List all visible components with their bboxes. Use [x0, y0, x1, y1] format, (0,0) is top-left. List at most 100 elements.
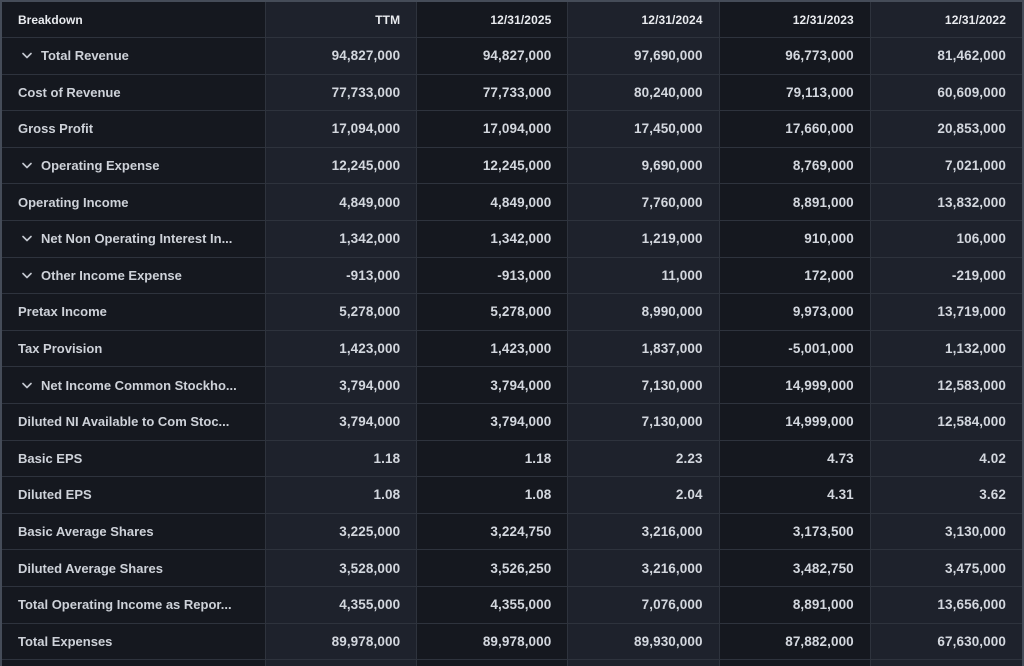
value-cell: 1,423,000	[417, 330, 569, 368]
row-label: Pretax Income	[18, 304, 107, 320]
table-row: Diluted EPS 1.08 1.08 2.04 4.31 3.62	[2, 477, 1022, 514]
value-cell: 3,475,000	[870, 550, 1022, 587]
table-row: Total Operating Income as Repor... 4,355,…	[2, 586, 1022, 624]
value-cell: -219,000	[870, 257, 1022, 295]
chevron-down-icon[interactable]	[22, 272, 32, 279]
value-cell: 12,583,000	[870, 367, 1022, 404]
row-label: Diluted EPS	[18, 487, 92, 503]
chevron-down-icon[interactable]	[22, 162, 32, 169]
value-cell: 17,450,000	[568, 111, 720, 148]
value-cell: 17,660,000	[719, 111, 871, 148]
value-cell: 1.18	[417, 440, 569, 478]
chevron-down-icon[interactable]	[22, 52, 32, 59]
chevron-down-icon[interactable]	[22, 235, 32, 242]
value-cell: 1,342,000	[417, 220, 569, 258]
value-cell: 1,342,000	[266, 220, 418, 258]
value-cell: 17,094,000	[417, 111, 569, 148]
value-cell: 89,930,000	[568, 623, 720, 661]
value-cell: -913,000	[266, 257, 418, 295]
value-cell: 8,990,000	[568, 294, 720, 331]
value-cell: 89,978,000	[266, 623, 418, 661]
value-cell: 3,794,000	[266, 403, 418, 441]
row-label-cell[interactable]: Net Non Operating Interest In...	[2, 220, 266, 258]
row-label: Gross Profit	[18, 121, 94, 137]
row-label: Tax Provision	[18, 341, 103, 357]
chevron-down-icon[interactable]	[22, 382, 32, 389]
table-row: Operating Expense 12,245,000 12,245,000 9,6…	[2, 147, 1022, 185]
table-header-row: Breakdown TTM 12/31/2025 12/31/2024 12/3…	[2, 2, 1022, 38]
value-cell: 3.62	[870, 477, 1022, 514]
value-cell: 3,526,250	[417, 550, 569, 587]
value-cell: 3,794,000	[417, 367, 569, 404]
value-cell: 8,891,000	[719, 184, 871, 221]
table-body: Total Revenue 94,827,000 94,827,000 97,690,…	[2, 38, 1022, 666]
table-row: Basic Average Shares 3,225,000 3,224,750 3,…	[2, 513, 1022, 551]
column-header-ttm: TTM	[266, 2, 418, 38]
value-cell: 7,130,000	[568, 403, 720, 441]
value-cell: 67,630,000	[870, 623, 1022, 661]
table-row: Tax Provision 1,423,000 1,423,000 1,837,000…	[2, 330, 1022, 368]
value-cell: 1.08	[417, 477, 569, 514]
row-label-cell[interactable]: Total Revenue	[2, 38, 266, 75]
table-row: Diluted Average Shares 3,528,000 3,526,250…	[2, 550, 1022, 587]
value-cell: 910,000	[719, 220, 871, 258]
value-cell: 1,132,000	[870, 330, 1022, 368]
row-label: Basic EPS	[18, 450, 83, 466]
value-cell: 4,849,000	[266, 184, 418, 221]
table-row: Pretax Income 5,278,000 5,278,000 8,990,000…	[2, 294, 1022, 331]
column-header-2023: 12/31/2023	[719, 2, 871, 38]
row-label-cell: Diluted NI Available to Com Stoc...	[2, 403, 266, 441]
row-label-cell[interactable]: Net Income Common Stockho...	[2, 367, 266, 404]
row-label: Total Operating Income as Repor...	[18, 597, 232, 613]
value-cell: 14,999,000	[719, 403, 871, 441]
value-cell: 94,827,000	[417, 38, 569, 75]
value-cell: 3,216,000	[568, 550, 720, 587]
row-label-cell[interactable]: Operating Expense	[2, 147, 266, 185]
value-cell: 12,245,000	[266, 147, 418, 185]
value-cell: 1.08	[266, 477, 418, 514]
row-label: Diluted Average Shares	[18, 560, 163, 576]
row-label-cell[interactable]: Other Income Expense	[2, 257, 266, 295]
value-cell: -5,001,000	[719, 330, 871, 368]
value-cell: 5,278,000	[417, 294, 569, 331]
row-label: Net Income Common Stockho...	[41, 377, 237, 393]
value-cell: 3,225,000	[266, 513, 418, 551]
value-cell	[870, 660, 1022, 666]
column-header-2025: 12/31/2025	[417, 2, 569, 38]
table-row: Total Expenses 89,978,000 89,978,000 89,930…	[2, 623, 1022, 661]
value-cell: 60,609,000	[870, 74, 1022, 112]
value-cell: 9,973,000	[719, 294, 871, 331]
value-cell: 13,656,000	[870, 586, 1022, 624]
value-cell: 1,219,000	[568, 220, 720, 258]
row-label: Net Non Operating Interest In...	[41, 231, 233, 247]
table-row: Diluted NI Available to Com Stoc... 3,794…	[2, 403, 1022, 441]
row-label: Diluted NI Available to Com Stoc...	[18, 414, 230, 430]
value-cell: 20,853,000	[870, 111, 1022, 148]
column-header-breakdown: Breakdown	[2, 2, 266, 38]
value-cell: 3,482,750	[719, 550, 871, 587]
row-label: Basic Average Shares	[18, 524, 154, 540]
value-cell: 4.31	[719, 477, 871, 514]
value-cell	[719, 660, 871, 666]
value-cell: 11,000	[568, 257, 720, 295]
table-row: Other Income Expense -913,000 -913,000 11,0…	[2, 257, 1022, 295]
value-cell: 79,113,000	[719, 74, 871, 112]
table-row: Total Revenue 94,827,000 94,827,000 97,690,…	[2, 38, 1022, 75]
table-row: Cost of Revenue 77,733,000 77,733,000 80,24…	[2, 74, 1022, 112]
value-cell: 13,719,000	[870, 294, 1022, 331]
value-cell: 12,245,000	[417, 147, 569, 185]
row-label: Other Income Expense	[41, 267, 182, 283]
value-cell: 3,173,500	[719, 513, 871, 551]
value-cell: 5,278,000	[266, 294, 418, 331]
row-label-cell: Diluted Average Shares	[2, 550, 266, 587]
row-label-cell: Basic Average Shares	[2, 513, 266, 551]
row-label-cell: Gross Profit	[2, 111, 266, 148]
value-cell: 81,462,000	[870, 38, 1022, 75]
value-cell: 7,076,000	[568, 586, 720, 624]
row-label-cell: Diluted EPS	[2, 477, 266, 514]
value-cell: 9,690,000	[568, 147, 720, 185]
value-cell: 77,733,000	[417, 74, 569, 112]
value-cell: 94,827,000	[266, 38, 418, 75]
table-row: Basic EPS 1.18 1.18 2.23 4.73 4.02	[2, 440, 1022, 478]
